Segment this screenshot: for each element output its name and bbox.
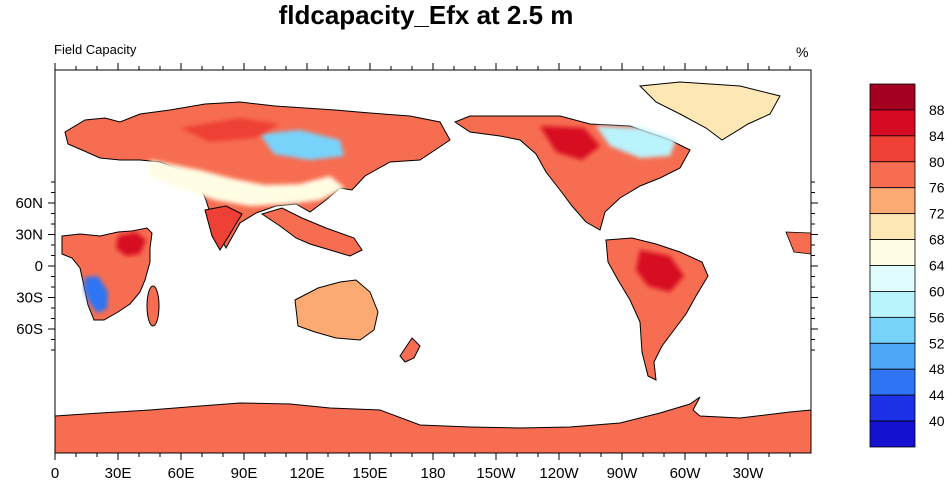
- india-region: [204, 205, 243, 251]
- south-america-region: [605, 237, 709, 381]
- colorbar-segment: [869, 291, 916, 318]
- lon-tick-label: 120E: [289, 465, 324, 482]
- colorbar-segment: [869, 109, 916, 137]
- colorbar-segment: [869, 265, 916, 292]
- africa-red-area: [116, 232, 146, 256]
- canada-blue-area: [596, 126, 676, 158]
- latitude-axis: 60N 30N 0 30S 60S: [15, 181, 818, 351]
- lon-tick-label: 60E: [168, 465, 195, 482]
- colorbar-segment: [869, 83, 916, 111]
- colorbar-segment: [869, 239, 916, 266]
- antarctica-region: [55, 396, 811, 453]
- greenland-region: [638, 81, 781, 141]
- colorbar-segment: [869, 187, 916, 215]
- lon-tick-label: 30W: [733, 465, 765, 482]
- lat-tick-label: 60S: [16, 321, 43, 338]
- colorbar-label: 48: [929, 361, 945, 377]
- colorbar-label: 40: [929, 413, 945, 429]
- lon-tick-label: 30E: [105, 465, 132, 482]
- lat-tick-label: 60N: [15, 195, 43, 212]
- lon-tick-label: 150W: [476, 465, 516, 482]
- longitude-axis: 0 30E 60E 90E 120E 150E 180 150W 120W 90W 60W 30W: [51, 63, 791, 482]
- colorbar-segment: [869, 316, 916, 344]
- colorbar-segment: [869, 342, 916, 370]
- colorbar-label: 84: [929, 128, 945, 144]
- new-zealand-region: [399, 337, 421, 363]
- lon-tick-label: 180: [420, 465, 445, 482]
- lon-tick-label: 150E: [352, 465, 387, 482]
- map-plot-area: [55, 70, 811, 453]
- colorbar-label: 76: [929, 180, 945, 196]
- colorbar: 88 84 80 76 72 68 64 60 56 52 48 44 40: [869, 83, 945, 448]
- lon-tick-label: 90E: [231, 465, 258, 482]
- canada-red-area: [540, 126, 600, 160]
- eurasia-light-area: [150, 160, 345, 206]
- lon-tick-label: 60W: [670, 465, 702, 482]
- colorbar-segment: [869, 368, 916, 396]
- colorbar-label: 68: [929, 232, 945, 248]
- west-africa-patch: [785, 231, 811, 255]
- colorbar-label: 88: [929, 102, 945, 118]
- se-asia-region: [260, 207, 363, 257]
- variable-long-name: Field Capacity: [54, 42, 137, 57]
- africa-blue-area: [84, 276, 108, 313]
- lat-tick-label: 0: [35, 258, 43, 275]
- colorbar-segment: [869, 135, 916, 163]
- colorbar-label: 80: [929, 154, 945, 170]
- colorbar-label: 60: [929, 283, 945, 299]
- australia-region: [294, 279, 379, 341]
- madagascar-region: [146, 285, 160, 327]
- lon-tick-label: 0: [51, 465, 59, 482]
- south-america-red-area: [636, 250, 684, 292]
- map-title: fldcapacity_Efx at 2.5 m: [278, 0, 574, 30]
- lat-tick-label: 30N: [15, 227, 43, 244]
- colorbar-segment: [869, 394, 916, 422]
- colorbar-label: 64: [929, 258, 945, 274]
- lon-tick-label: 120W: [539, 465, 579, 482]
- colorbar-segment: [869, 213, 916, 240]
- siberia-blue-area: [260, 130, 344, 160]
- colorbar-label: 72: [929, 206, 945, 222]
- lon-tick-label: 90W: [607, 465, 639, 482]
- units-label: %: [796, 44, 809, 60]
- colorbar-segment: [869, 161, 916, 189]
- lat-tick-label: 30S: [16, 290, 43, 307]
- colorbar-label: 44: [929, 387, 945, 403]
- colorbar-label: 52: [929, 335, 945, 351]
- colorbar-segment: [869, 420, 916, 448]
- colorbar-label: 56: [929, 309, 945, 325]
- siberia-red-area: [180, 118, 280, 142]
